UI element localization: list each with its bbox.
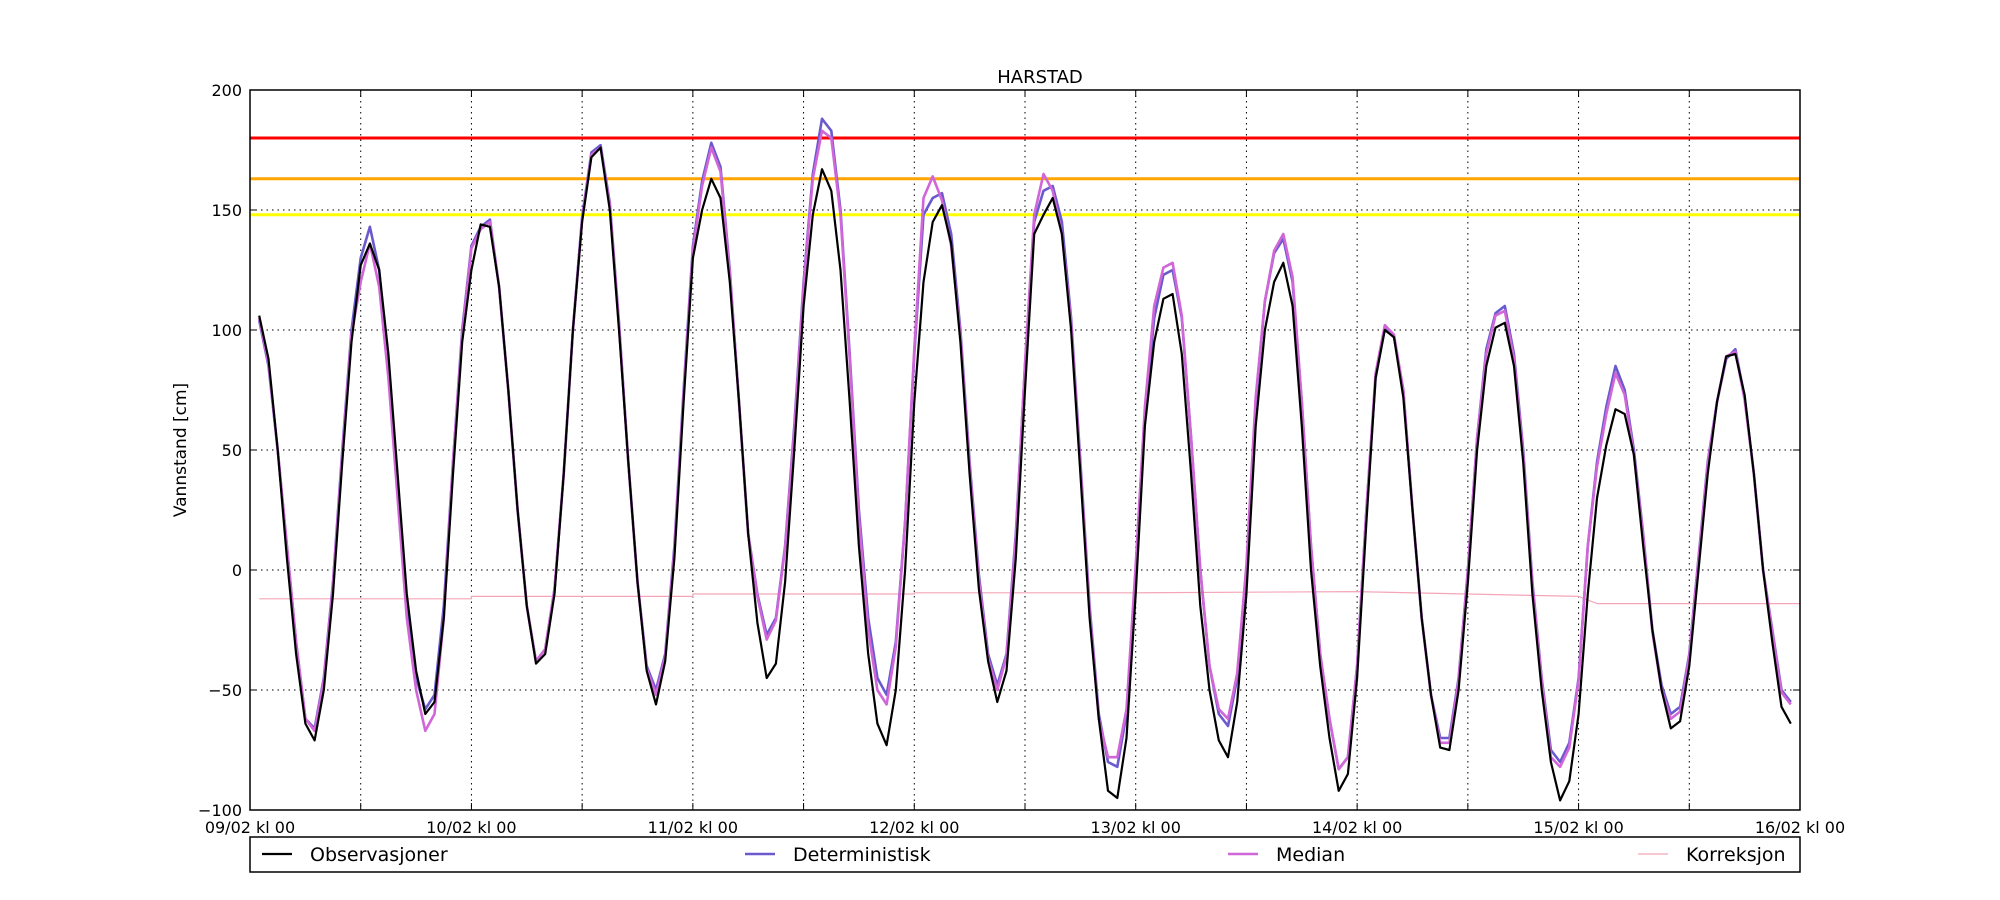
x-tick-label: 11/02 kl 00: [648, 818, 738, 837]
y-tick-label: −100: [198, 801, 242, 820]
y-tick-label: 0: [232, 561, 242, 580]
plot-area-frame: [249, 89, 1801, 811]
series-line-korreksjon: [259, 591, 1800, 605]
x-tick-label: 10/02 kl 00: [426, 818, 516, 837]
x-tick-label: 12/02 kl 00: [869, 818, 959, 837]
x-tick-label: 13/02 kl 00: [1091, 818, 1181, 837]
grid: [250, 90, 1800, 810]
legend-label-median: Median: [1276, 844, 1345, 866]
x-tick-label: 09/02 kl 00: [205, 818, 295, 837]
legend-frame: [249, 836, 1801, 873]
y-axis-label: Vannstand [cm]: [171, 383, 191, 517]
legend-label-korreksjon: Korreksjon: [1686, 844, 1786, 866]
legend-label-observasjoner: Observasjoner: [310, 844, 448, 866]
y-tick-label: −50: [208, 681, 242, 700]
legend-label-deterministisk: Deterministisk: [793, 844, 931, 866]
y-tick-label: 150: [211, 201, 242, 220]
legend: Observasjoner Deterministisk Median Korreks…: [249, 836, 1801, 873]
y-tick-label: 50: [222, 441, 242, 460]
series-line-observasjoner: [258, 146, 1792, 802]
threshold-lines: [250, 136, 1800, 217]
x-tick-label: 15/02 kl 00: [1533, 818, 1623, 837]
series-lines: [257, 117, 1800, 802]
series-line-deterministisk: [257, 117, 1792, 771]
x-tick-label: 14/02 kl 00: [1312, 818, 1402, 837]
y-tick-label: 100: [211, 321, 242, 340]
chart-title: HARSTAD: [997, 67, 1083, 88]
y-tick-label: 200: [211, 81, 242, 100]
x-tick-label: 16/02 kl 00: [1755, 818, 1845, 837]
